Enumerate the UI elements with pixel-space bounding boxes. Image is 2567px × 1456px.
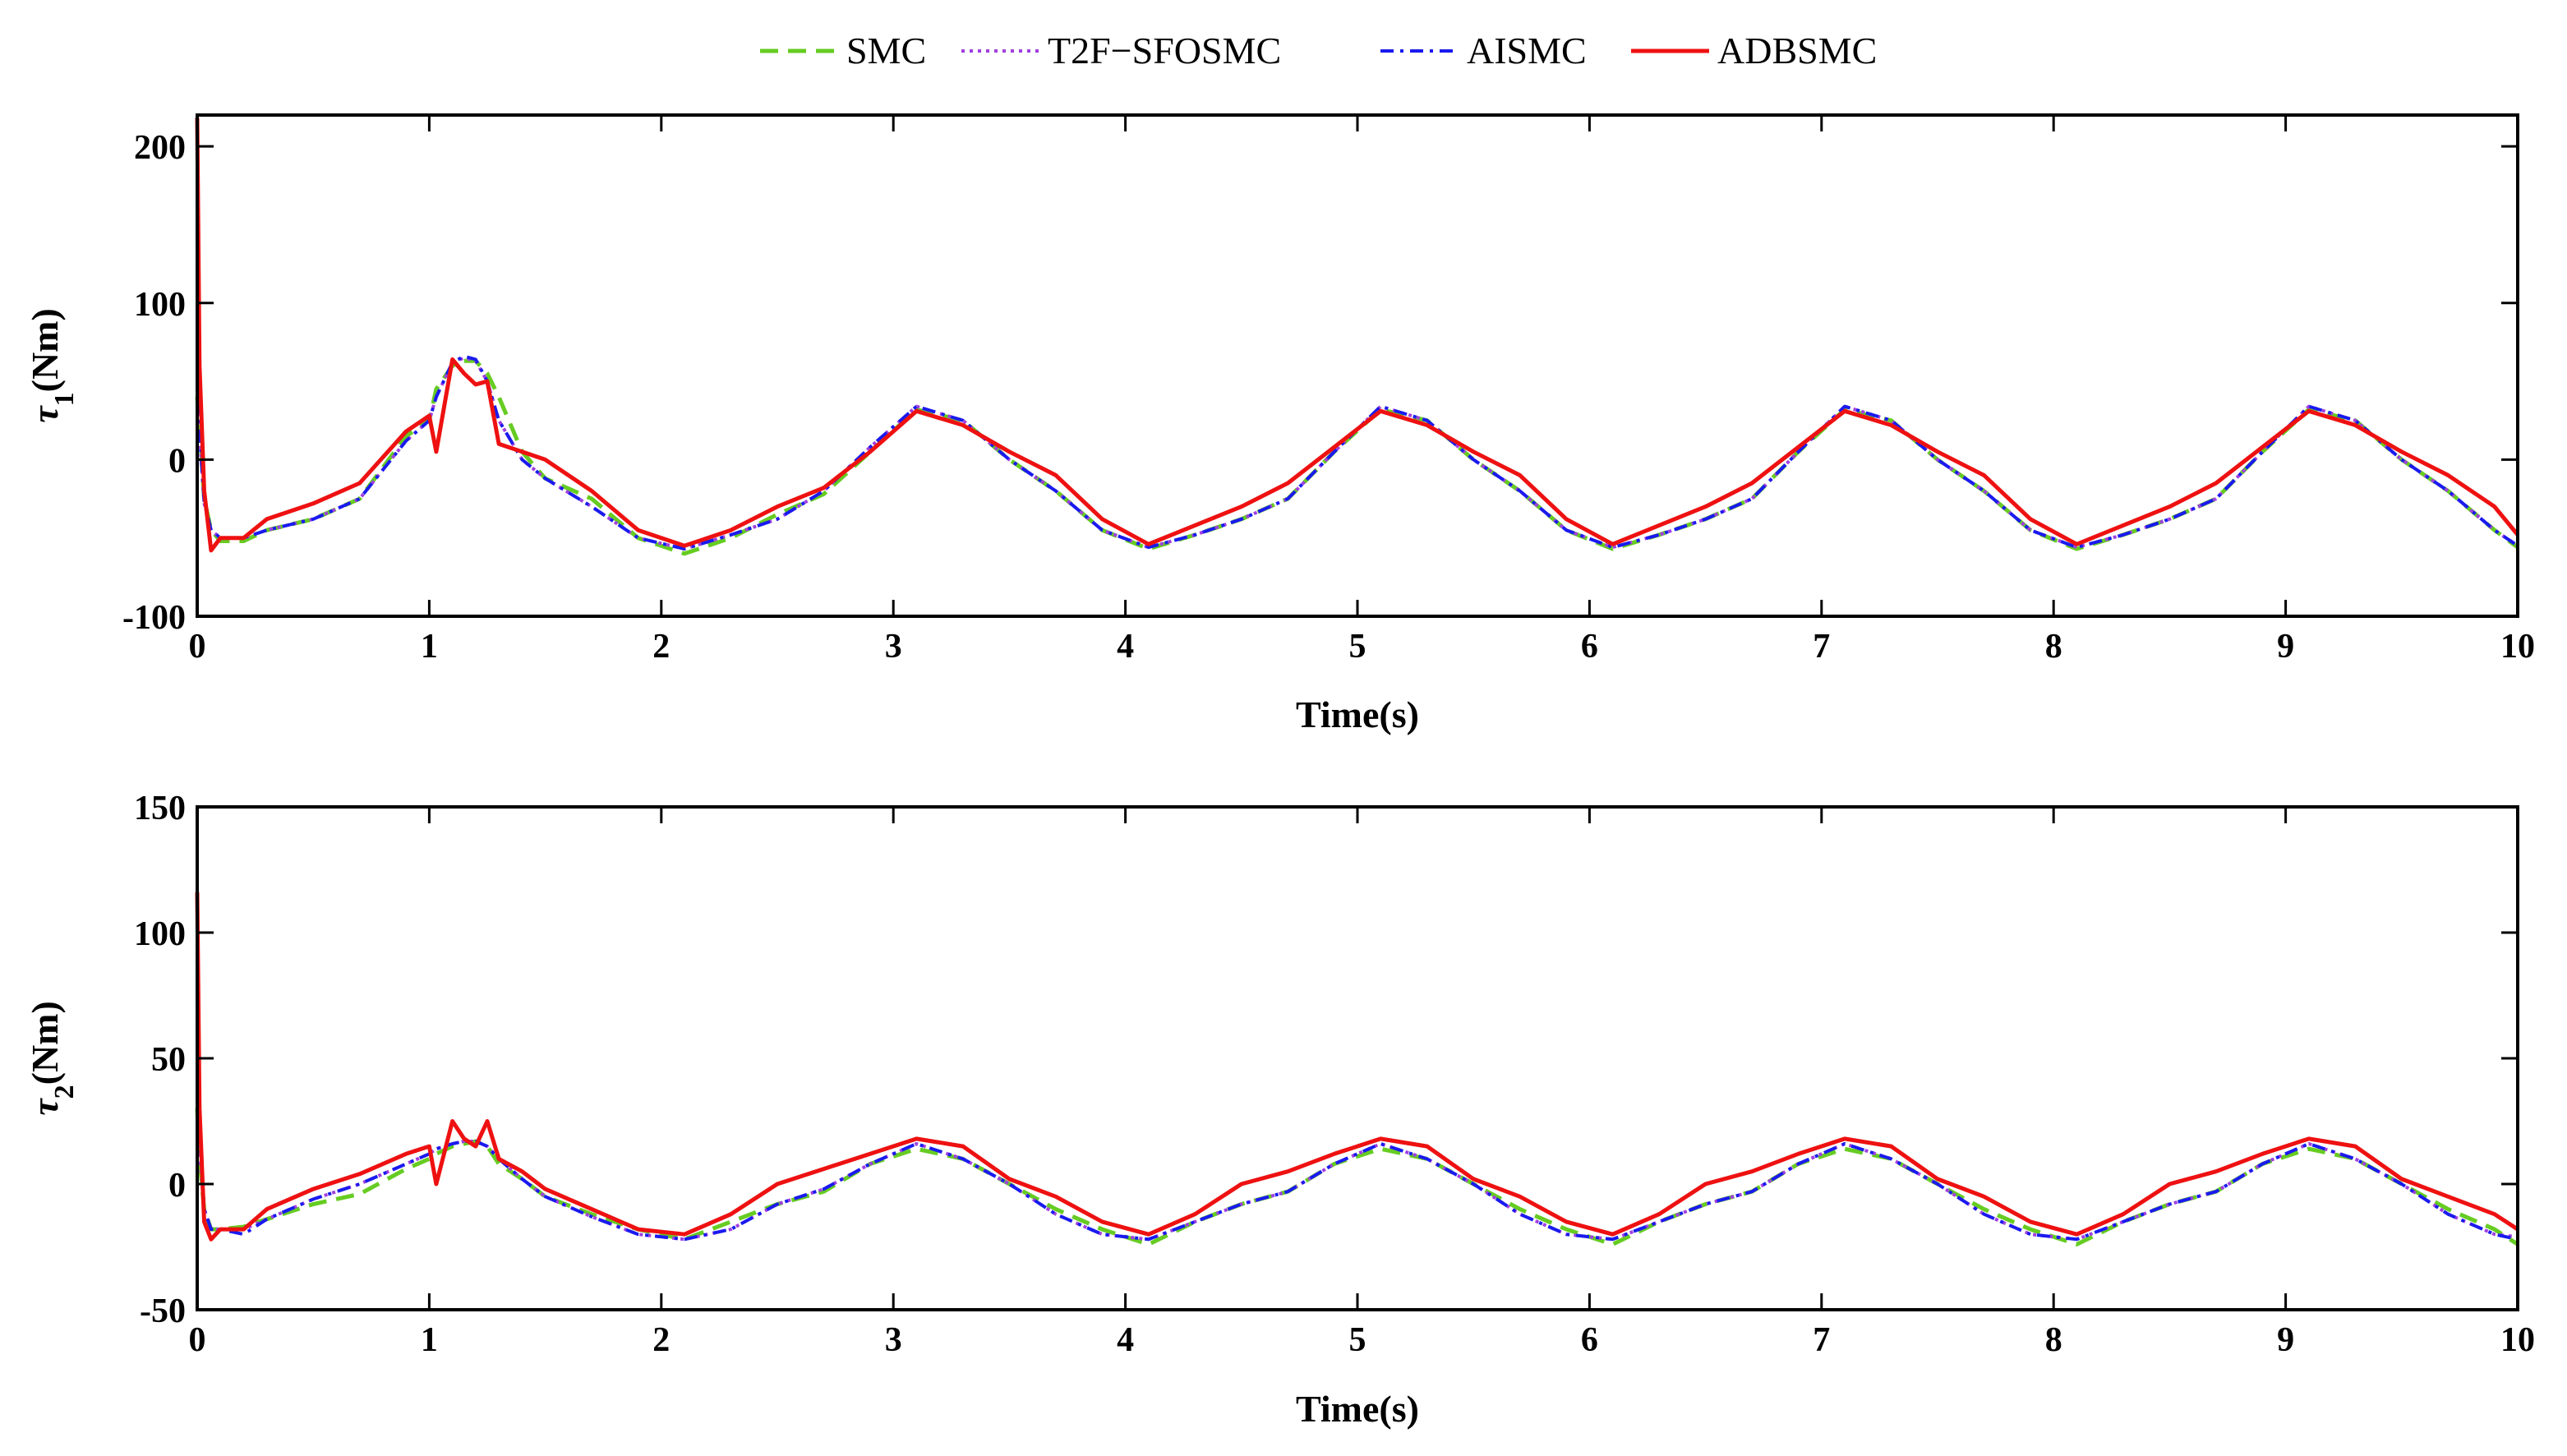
plot-tau1-ylabel-unit: (Nm) (24, 308, 66, 392)
plot-tau1-xtick-label: 3 (885, 628, 902, 666)
plot-tau2-xtick-label: 9 (2277, 1321, 2294, 1359)
plot-tau1-xtick-label: 1 (421, 628, 438, 666)
plot-tau2-xtick-label: 2 (652, 1321, 670, 1359)
legend: SMC T2F−SFOSMC AISMC ADBSMC (760, 30, 1877, 71)
plot-tau2-xtick-label: 0 (189, 1321, 206, 1359)
plot-tau2-ytick-label: 150 (134, 790, 186, 827)
plot-tau2-ylabel: τ2(Nm) (24, 1001, 80, 1116)
plot-tau2-series-smc (195, 1108, 2519, 1246)
plot-tau1-ylabel-symbol: τ (24, 405, 66, 423)
plot-tau2-xtick-label: 7 (1813, 1321, 1830, 1359)
plot-tau2-xtick-label: 1 (421, 1321, 438, 1359)
plot-tau2-ylabel-unit: (Nm) (24, 1001, 66, 1085)
plot-tau1-xtick-label: 2 (652, 628, 670, 666)
plot-tau2-ytick-label: 100 (134, 915, 186, 953)
legend-label-aismc: AISMC (1467, 30, 1587, 71)
plot-tau2-series-aismc (196, 983, 2519, 1242)
plot-tau1-series-t2f-sfosmc (196, 356, 2519, 551)
plot-tau2-xtick-label: 10 (2500, 1321, 2535, 1359)
plot-tau1-xtick-label: 5 (1349, 628, 1366, 666)
plot-tau2-xtick-label: 6 (1581, 1321, 1598, 1359)
plot-tau2-series-adbsmc (195, 892, 2519, 1242)
plot-tau2-series-t2f-sfosmc (196, 1095, 2519, 1242)
plot-tau1-xtick-label: 10 (2500, 628, 2535, 666)
plot-tau2-ytick-label: 50 (151, 1041, 186, 1079)
plot-tau1-series-aismc (196, 354, 2519, 551)
plot-tau2-ylabel-subscript: 2 (49, 1085, 80, 1099)
legend-item-smc: SMC (760, 30, 926, 71)
plot-tau2-xtick-label: 4 (1117, 1321, 1134, 1359)
legend-item-t2f-sfosmc: T2F−SFOSMC (961, 30, 1281, 71)
plot-tau1-xtick-label: 4 (1117, 628, 1134, 666)
plot-tau2-xtick-label: 5 (1349, 1321, 1366, 1359)
plot-tau1-series (195, 117, 2519, 556)
plot-tau2-xtick-label: 3 (885, 1321, 902, 1359)
plot-tau1-series-smc (195, 358, 2519, 556)
plot-tau1-xlabel: Time(s) (1296, 693, 1419, 735)
plot-tau1-ylabel: τ1(Nm) (24, 308, 80, 423)
legend-label-smc: SMC (846, 30, 926, 71)
plot-tau1-xtick-label: 6 (1581, 628, 1598, 666)
plot-tau2-axes-box (196, 805, 2519, 1311)
legend-item-adbsmc: ADBSMC (1631, 30, 1877, 71)
plot-tau2-ytick-label: 0 (168, 1167, 186, 1205)
plot-tau1-ytick-label: 100 (134, 286, 186, 324)
plot-tau1-ytick-label: 200 (134, 129, 186, 167)
plot-tau2-ylabel-symbol: τ (24, 1098, 66, 1116)
plot-tau1-axes-box (196, 113, 2519, 618)
legend-label-t2f-sfosmc: T2F−SFOSMC (1048, 30, 1281, 71)
plot-tau1-xtick-label: 7 (1813, 628, 1830, 666)
plot-tau2-series (195, 892, 2519, 1246)
plot-tau1-ylabel-subscript: 1 (49, 392, 80, 406)
plot-tau1-xtick-label: 8 (2045, 628, 2062, 666)
legend-label-adbsmc: ADBSMC (1717, 30, 1877, 71)
plot-tau2-xlabel: Time(s) (1296, 1388, 1419, 1430)
legend-item-aismc: AISMC (1380, 30, 1587, 71)
plot-tau1-xtick-label: 0 (189, 628, 206, 666)
plot-tau1-xtick-label: 9 (2277, 628, 2294, 666)
plot-tau1-series-adbsmc (195, 117, 2519, 553)
plot-tau1-ytick-label: 0 (168, 442, 186, 480)
plot-tau2-ytick-label: -50 (140, 1292, 186, 1330)
plot-tau1-ytick-label: -100 (122, 599, 186, 637)
plot-tau2-xtick-label: 8 (2045, 1321, 2062, 1359)
